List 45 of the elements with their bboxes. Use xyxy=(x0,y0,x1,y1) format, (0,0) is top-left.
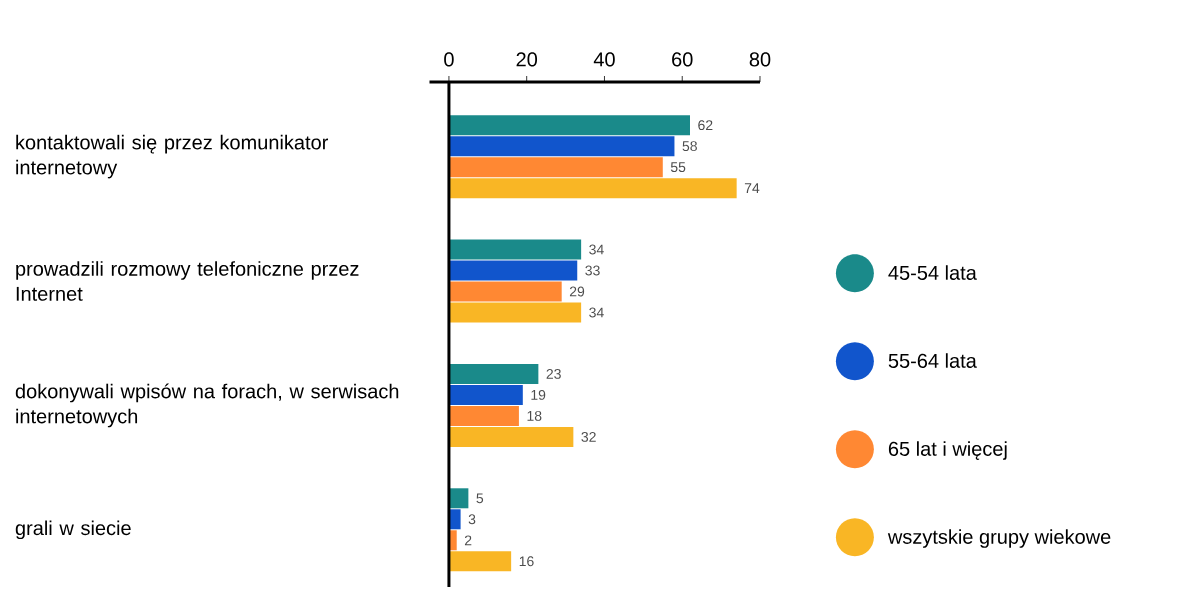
legend-label: 65 lat i więcej xyxy=(888,441,1007,460)
x-tick-label: 0 xyxy=(444,52,454,67)
data-label: 19 xyxy=(531,389,546,400)
data-label: 29 xyxy=(569,286,585,297)
y-tick-label: grali w siecie xyxy=(15,520,131,540)
y-tick-label: kontaktowali się przez komunikator internetowy xyxy=(16,134,329,179)
x-tick-label: 40 xyxy=(593,52,615,67)
bar xyxy=(448,115,690,136)
bar xyxy=(448,178,737,199)
data-label: 32 xyxy=(581,431,596,442)
bar xyxy=(448,551,512,572)
data-label: 34 xyxy=(589,244,604,255)
bar xyxy=(448,157,663,178)
data-label: 58 xyxy=(682,141,697,152)
y-tick-label: prowadzili rozmowy telefoniczne przez Internet xyxy=(16,261,359,301)
legend-label: 55-64 lata xyxy=(888,353,977,368)
bar xyxy=(448,136,675,157)
bar xyxy=(448,426,574,447)
data-label: 18 xyxy=(527,410,542,421)
bar xyxy=(448,488,469,509)
bar xyxy=(448,405,519,426)
bar xyxy=(448,363,539,384)
bar xyxy=(448,302,582,323)
bar xyxy=(448,384,523,405)
data-label: 55 xyxy=(670,162,686,173)
x-tick-label: 20 xyxy=(516,52,538,67)
legend-label: 45-54 lata xyxy=(888,265,977,280)
bar xyxy=(448,281,562,302)
data-label: 3 xyxy=(468,514,476,525)
x-tick-label: 80 xyxy=(749,52,771,67)
bar xyxy=(448,530,457,551)
bar xyxy=(448,260,578,281)
data-label: 5 xyxy=(476,493,484,504)
data-label: 33 xyxy=(585,265,600,276)
data-label: 62 xyxy=(698,120,713,131)
x-tick-label: 60 xyxy=(672,52,693,67)
data-label: 16 xyxy=(519,556,534,567)
y-tick-label: dokonywali wpisów na forach, w serwisach internetowych xyxy=(15,383,399,428)
bar xyxy=(448,509,461,530)
data-label: 23 xyxy=(546,368,561,379)
data-label: 2 xyxy=(464,535,472,546)
bar xyxy=(448,239,582,260)
data-label: 74 xyxy=(744,183,760,193)
legend-label: wszytskie grupy wiekowe xyxy=(887,529,1111,548)
data-label: 34 xyxy=(589,307,604,318)
